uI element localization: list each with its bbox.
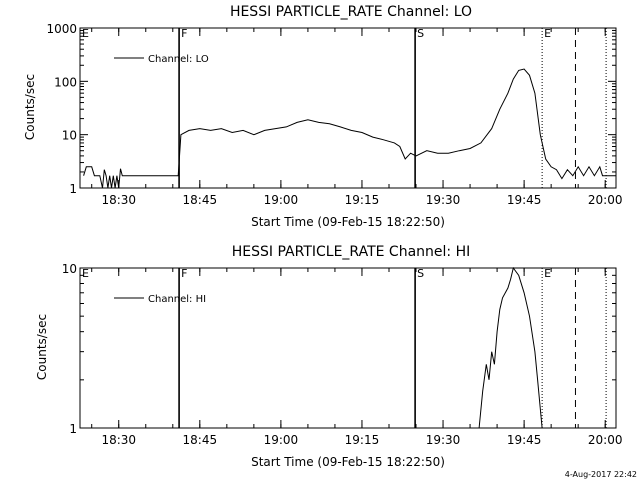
y-tick-label: 100 [54, 75, 77, 89]
x-axis-label: Start Time (09-Feb-15 18:22:50) [251, 215, 445, 229]
y-tick-label: 1 [69, 422, 77, 436]
marker-label: E [82, 27, 89, 40]
x-tick-label: 19:00 [264, 193, 299, 207]
marker-label: F [181, 27, 187, 40]
x-tick-label: 19:45 [507, 433, 542, 447]
x-tick-label: 18:45 [183, 433, 218, 447]
y-tick-label: 10 [62, 262, 77, 276]
x-tick-label: 19:30 [426, 433, 461, 447]
x-tick-label: 19:30 [426, 193, 461, 207]
marker-label: E [544, 267, 551, 280]
chart-marks: 18:30 18:45 19:00 19:15 19:30 19:45 20:00 1 10 10… [46, 22, 622, 207]
chart-marks: 18:30 18:45 19:00 19:15 19:30 19:45 20:00 1 10 E F… [62, 262, 623, 447]
x-axis-label: Start Time (09-Feb-15 18:22:50) [251, 455, 445, 469]
series-line [83, 68, 616, 189]
y-axis-label: Counts/sec [35, 314, 49, 380]
timestamp: 4-Aug-2017 22:42 [565, 470, 637, 479]
marker-label: F [181, 267, 187, 280]
x-tick-label: 18:45 [183, 193, 218, 207]
x-tick-label: 19:00 [264, 433, 299, 447]
y-tick-label: 10 [62, 129, 77, 143]
x-tick-label: 19:15 [345, 193, 380, 207]
legend-entry: Channel: LO [148, 54, 209, 65]
marker-label: S [417, 267, 424, 280]
chart-title: HESSI PARTICLE_RATE Channel: HI [232, 244, 470, 260]
series-line [478, 266, 543, 429]
y-tick-label: 1 [69, 182, 77, 196]
plot-frame [79, 27, 617, 189]
chart-title: HESSI PARTICLE_RATE Channel: LO [230, 4, 472, 20]
y-tick-label: 1000 [46, 22, 77, 36]
x-tick-label: 18:30 [101, 193, 136, 207]
legend-entry: Channel: HI [148, 294, 206, 305]
hi-channel-chart: HESSI PARTICLE_RATE Channel: HI Start Ti… [35, 244, 622, 469]
marker-label: E [544, 27, 551, 40]
x-tick-label: 19:45 [507, 193, 542, 207]
x-tick-label: 19:15 [345, 433, 380, 447]
lo-channel-chart: HESSI PARTICLE_RATE Channel: LO Start Ti… [23, 4, 622, 229]
plot-frame [79, 267, 617, 429]
marker-label: S [417, 27, 424, 40]
x-tick-label: 20:00 [588, 193, 623, 207]
marker-label: E [82, 267, 89, 280]
x-tick-label: 18:30 [101, 433, 136, 447]
y-axis-label: Counts/sec [23, 74, 37, 140]
x-tick-label: 20:00 [588, 433, 623, 447]
